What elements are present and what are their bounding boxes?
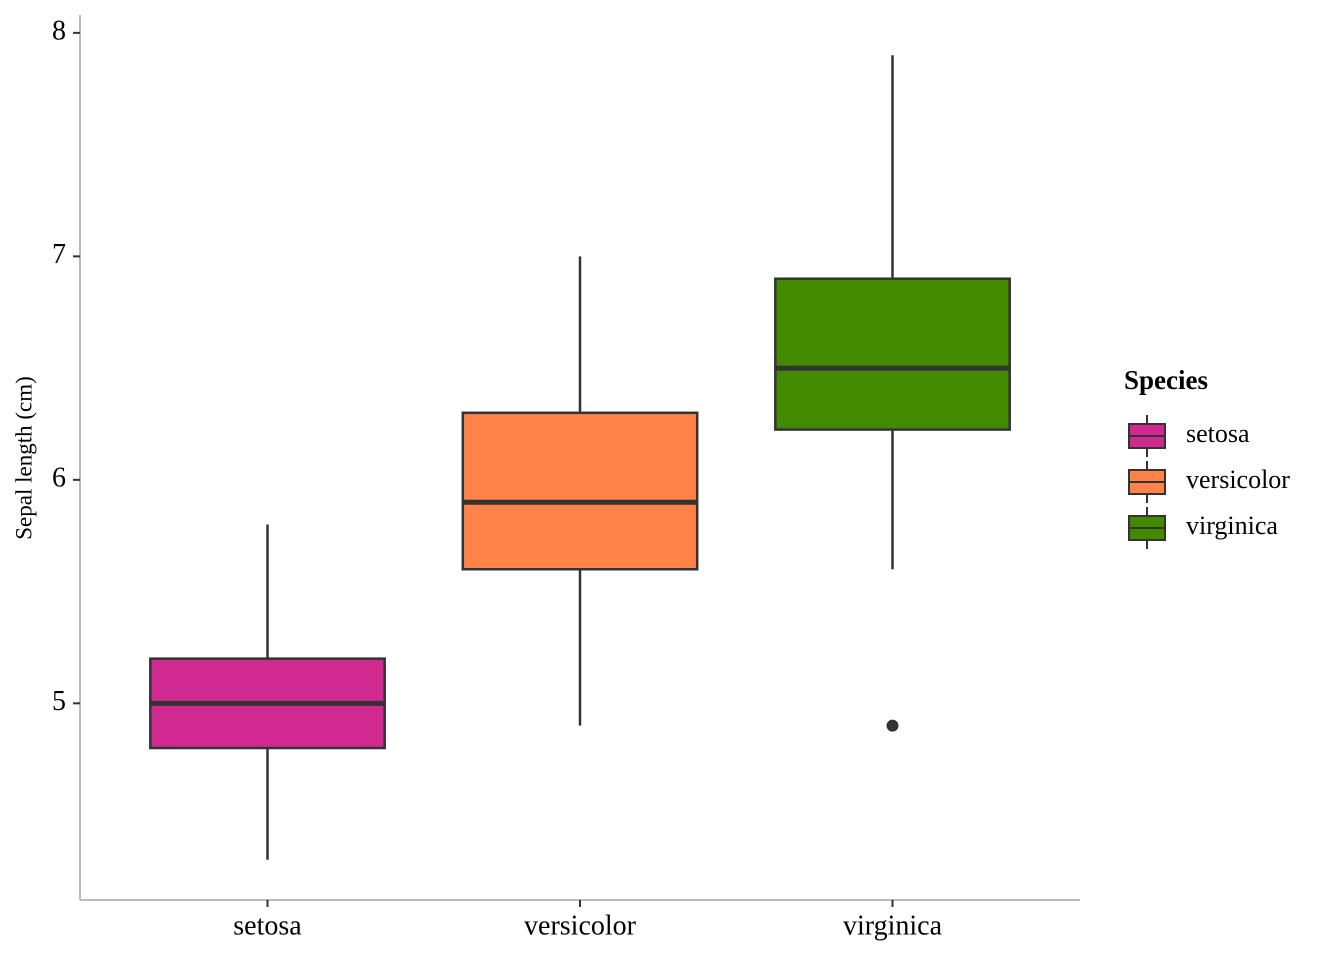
outlier [886,719,899,732]
box [774,277,1011,431]
box [461,411,699,571]
y-tick-label: 7 [52,239,66,270]
x-tick-label: setosa [233,910,302,941]
legend-label: setosa [1186,419,1250,448]
legend-title: Species [1124,365,1208,395]
legend-label: virginica [1186,511,1278,540]
y-tick-label: 8 [52,15,66,46]
legend-label: versicolor [1186,465,1290,494]
y-axis-label: Sepal length (cm) [11,376,36,540]
y-tick-label: 5 [52,686,66,717]
y-tick-label: 6 [52,462,66,493]
x-tick-label: versicolor [524,910,637,941]
x-tick-label: virginica [843,910,943,941]
